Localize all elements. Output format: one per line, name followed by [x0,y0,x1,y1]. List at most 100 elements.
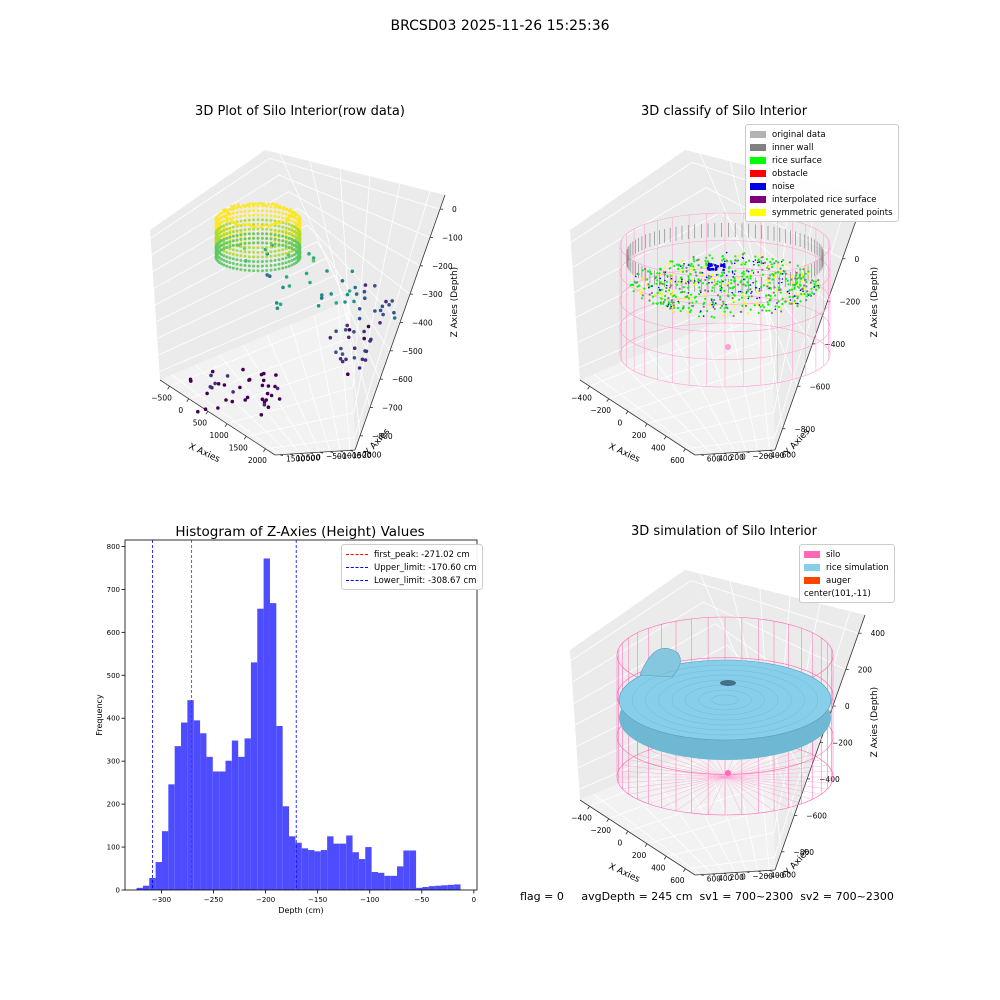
cls-surface-point [762,284,765,287]
histogram-bar [200,733,207,890]
raw-z-tick-label: −700 [382,404,403,413]
raw-scatter-point [384,299,388,304]
raw-scatter-point [340,279,345,283]
sim-silo-floor-wire [637,754,726,778]
raw-ring-point [228,238,232,242]
legend-swatch [804,551,820,558]
cls-z-axis-label: Z Axies (Depth) [870,267,880,338]
cls-surface-point [707,274,710,277]
cls-surface-point [760,262,763,265]
cls-surface-point [670,277,673,280]
cls-pane-floor [580,300,775,455]
cls-surface-point [701,272,704,274]
cls-pane-back [685,150,865,450]
raw-ring-point [290,224,294,228]
raw-top-point [275,204,279,208]
raw-top-point [242,222,246,226]
cls-surface-point [711,278,714,281]
raw-top-point [251,202,255,206]
cls-surface-point [749,277,752,280]
sim-x-tick [644,843,648,847]
raw-ring-point [256,255,260,259]
cls-surface-point [766,301,769,304]
cls-surface-point [760,260,763,263]
cls-surface-point [775,260,778,263]
raw-grid-y [313,314,341,452]
cls-surface-point [791,296,795,299]
cls-y-tick [723,452,727,455]
raw-scatter-point [307,252,311,256]
raw-ring-point [290,219,294,223]
raw-grid-x [246,412,354,437]
sim-rice-surface [618,659,832,741]
raw-ring-point [228,221,232,225]
cls-surface-point [711,281,713,284]
cls-surface-point [681,259,684,262]
histogram-y-axis-label: Frequency [95,694,104,736]
cls-x-tick [587,386,590,390]
cls-surface-point [676,283,679,286]
cls-surface-point [814,280,817,283]
raw-ring-point [228,256,232,260]
cls-surface-point [734,279,737,282]
raw-ring-point [222,263,226,267]
cls-surface-point [772,291,775,294]
cls-surface-point [687,297,690,300]
classify-legend-item: interpolated rice surface [750,193,893,206]
cls-surface-point [659,302,663,305]
raw-ring-point [247,269,251,272]
cls-x-axis-line [579,379,696,456]
raw-ring-point [265,209,269,213]
raw-scatter-point [362,336,366,341]
cls-surface-point [667,305,669,307]
raw-ring-point [222,242,226,246]
cls-surface-point [762,262,765,265]
cls-surface-point [768,274,771,277]
raw-ring-point [256,246,260,250]
cls-surface-point [793,299,796,302]
histogram-y-tick-label: 400 [107,715,120,723]
raw-ring-point [235,243,239,247]
cls-grid-y [647,351,724,454]
raw-ring-point [265,227,269,231]
simulation-legend-item: silo [804,548,889,561]
raw-ring-point [231,211,235,215]
raw-scatter-point [362,289,367,294]
cls-surface-point [690,269,693,272]
raw-ring-point [277,238,281,242]
raw-ring-point [287,260,291,264]
raw-y-axis-line [274,449,356,456]
raw-top-point [229,208,233,211]
cls-surface-point [720,271,723,274]
raw-top-point [233,204,236,208]
histogram-title: Histogram of Z-Axies (Height) Values [175,524,425,540]
cls-surface-point [757,259,760,262]
cls-surface-point [682,264,685,267]
histogram-bar [193,720,201,890]
cls-surface-point [660,288,663,291]
raw-ring-point [290,242,294,246]
cls-surface-point [670,299,673,302]
cls-surface-point [638,288,641,291]
raw-scatter-point [224,398,228,402]
cls-surface-point [767,294,770,297]
cls-surface-point [655,302,658,305]
histogram-bar [206,756,213,890]
raw-scatter-point [304,271,309,276]
cls-surface-point [748,259,751,262]
raw-ring-point [260,236,264,240]
raw-x-tick-label: 1000 [210,431,229,440]
raw-ring-point [235,234,239,237]
raw-top-point [226,211,230,214]
raw-grid-z [157,257,381,380]
simulation-legend: silo rice simulation auger center(101,-11) [799,544,895,603]
cls-surface-point [749,288,752,291]
raw-y-tick-label: −1000 [336,452,362,461]
cls-surface-point [761,256,764,259]
cls-surface-point [751,290,753,293]
cls-surface-point [732,305,736,308]
cls-surface-point [648,285,651,288]
raw-ring-point [277,215,281,219]
raw-scatter-point [346,372,350,376]
